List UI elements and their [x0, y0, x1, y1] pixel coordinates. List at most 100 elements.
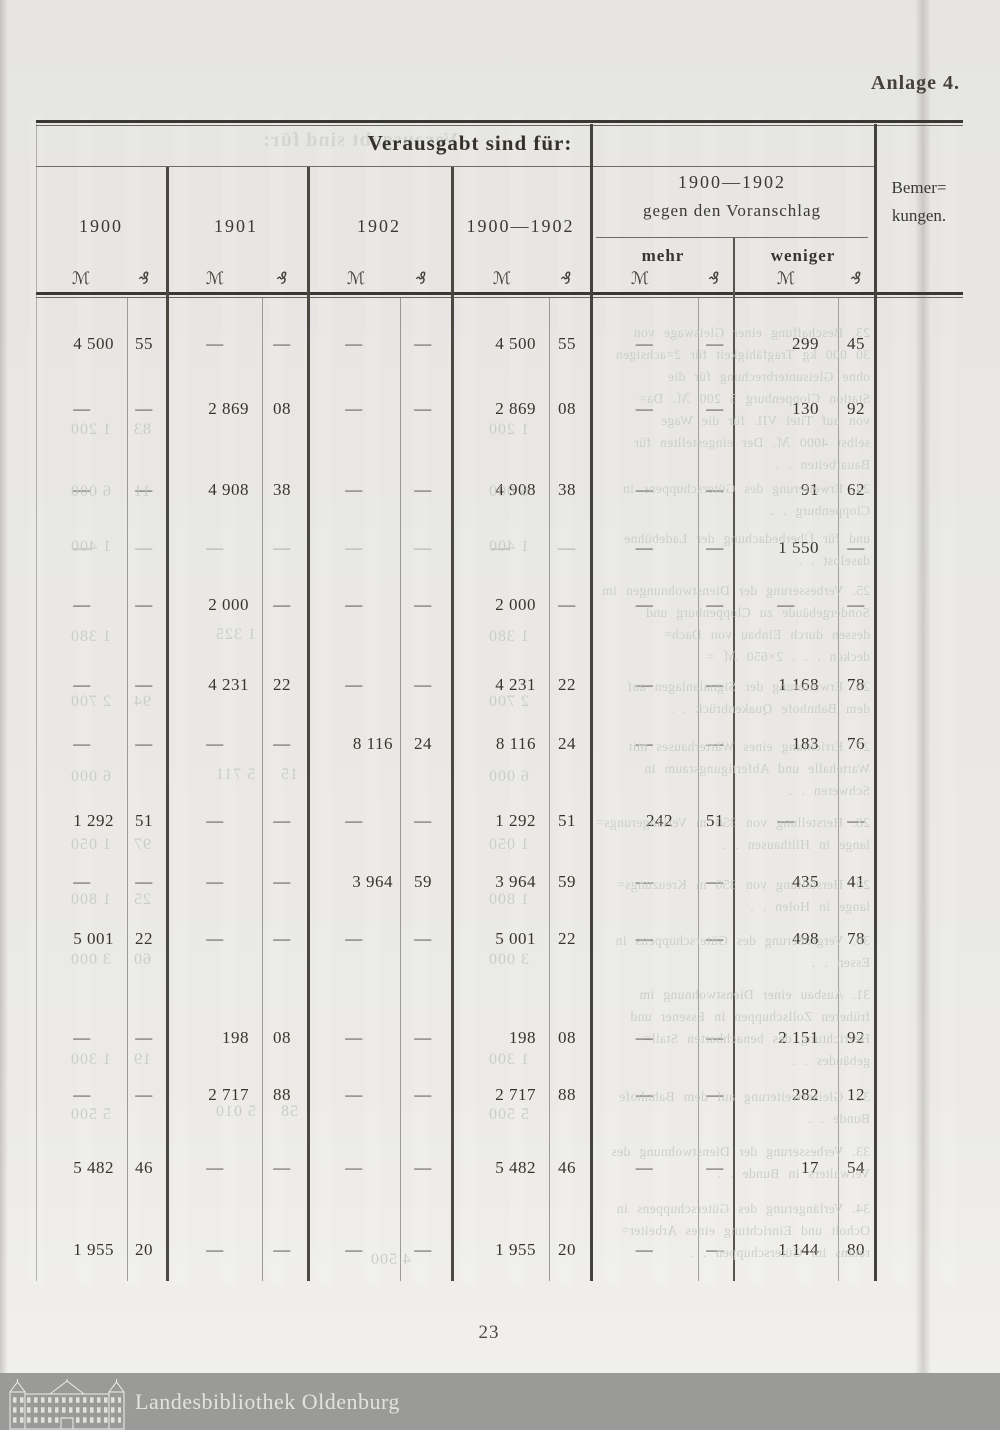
- amount-cell: 88: [558, 1085, 576, 1104]
- empty-cell-dash: —: [273, 595, 291, 614]
- empty-cell-dash: —: [635, 929, 654, 948]
- empty-cell-dash: —: [414, 675, 432, 694]
- amount-cell: 282: [792, 1085, 819, 1104]
- library-name: Landesbibliothek Oldenburg: [135, 1389, 400, 1414]
- column-divider: [307, 167, 310, 1281]
- amount-cell: 4 231: [495, 675, 536, 694]
- bleedthrough-number: 1 800: [488, 891, 529, 908]
- amount-cell: 5 001: [495, 929, 536, 948]
- column-divider: [127, 298, 128, 1281]
- amount-cell: 55: [135, 334, 153, 353]
- column-divider: [590, 124, 593, 1281]
- empty-cell-dash: —: [345, 1240, 363, 1259]
- empty-cell-dash: —: [73, 872, 91, 891]
- amount-cell: 130: [792, 399, 819, 418]
- amount-cell: 08: [558, 399, 576, 418]
- mark-symbol: ℳ: [205, 269, 225, 289]
- empty-cell-dash: —: [706, 929, 724, 948]
- bleedthrough-paragraph: 33. Verbesserung der Dienstwohnung des Ve…: [592, 1141, 870, 1185]
- page-left-edge-shadow: [0, 0, 8, 1373]
- empty-cell-dash: —: [273, 538, 291, 557]
- amount-cell: 2 717: [495, 1085, 536, 1104]
- bleedthrough-line: 28. Herstellung von 350 m Verlängerungs=: [595, 815, 870, 830]
- empty-cell-dash: —: [206, 872, 224, 891]
- bleedthrough-number: 11: [133, 483, 151, 500]
- empty-cell-dash: —: [135, 1085, 153, 1104]
- empty-cell-dash: —: [777, 595, 795, 614]
- column-divider: [166, 167, 169, 1281]
- empty-cell-dash: —: [135, 399, 153, 418]
- bleedthrough-number: 1 300: [488, 1051, 529, 1068]
- amount-cell: 20: [558, 1240, 576, 1259]
- empty-cell-dash: —: [706, 480, 724, 499]
- empty-cell-dash: —: [847, 595, 865, 614]
- amount-cell: 38: [558, 480, 576, 499]
- empty-cell-dash: —: [558, 538, 576, 557]
- empty-cell-dash: —: [558, 595, 576, 614]
- bleedthrough-number: 58: [280, 1103, 298, 1120]
- bleedthrough-number: 2 700: [70, 693, 111, 710]
- empty-cell-dash: —: [135, 734, 153, 753]
- amount-cell: 59: [414, 872, 432, 891]
- empty-cell-dash: —: [345, 929, 363, 948]
- column-divider: [36, 124, 37, 1281]
- empty-cell-dash: —: [345, 538, 363, 557]
- bleedthrough-line: Sondergebäude zu Cloppenburg und: [645, 605, 870, 620]
- amount-cell: 4 500: [73, 334, 114, 353]
- top-rule-heavy: [36, 120, 963, 123]
- empty-cell-dash: —: [635, 1085, 654, 1104]
- bleedthrough-number: 1 200: [70, 421, 111, 438]
- amount-cell: 1 292: [73, 811, 114, 830]
- amount-cell: 80: [847, 1240, 865, 1259]
- header-bottom-rule-thin: [36, 297, 963, 298]
- pfennig-symbol: ₰: [708, 269, 720, 289]
- bleedthrough-line: 24. Erweiterung des Güterschuppens in: [622, 481, 870, 496]
- bleedthrough-line: 25. Verbesserung der Dienstwohnungen im: [601, 583, 870, 598]
- col-header-bemerkungen-line2: kungen.: [891, 206, 947, 225]
- bleedthrough-number: 5 711: [215, 766, 256, 783]
- bleedthrough-line: Station Cloppenburg 5 200 ℳ. Da=: [638, 391, 870, 406]
- empty-cell-dash: —: [73, 1028, 91, 1047]
- empty-cell-dash: —: [706, 1028, 724, 1047]
- bleedthrough-line: raums im Güterschuppen . .: [690, 1245, 870, 1260]
- bleedthrough-line: gebäudes . .: [791, 1053, 870, 1068]
- bleedthrough-line: dessen durch Einbau von Dach=: [663, 627, 870, 642]
- bleedthrough-line: Ocholt und Einrichtung eines Arbeiter=: [620, 1223, 870, 1238]
- bleedthrough-line: Essen . .: [811, 955, 870, 970]
- amount-cell: 22: [273, 675, 291, 694]
- empty-cell-dash: —: [706, 872, 724, 891]
- amount-cell: 435: [792, 872, 819, 891]
- empty-cell-dash: —: [706, 1240, 724, 1259]
- amount-cell: 2 000: [208, 595, 249, 614]
- bleedthrough-number: 1 400: [488, 538, 529, 555]
- amount-cell: 22: [135, 929, 153, 948]
- empty-cell-dash: —: [414, 929, 432, 948]
- amount-cell: 17: [801, 1158, 819, 1177]
- bleedthrough-line: 23. Beschaffung einer Gleiswage von: [633, 325, 870, 340]
- column-divider: [698, 298, 699, 1281]
- empty-cell-dash: —: [345, 1158, 363, 1177]
- page-crease-shadow: [915, 0, 931, 1373]
- top-rule-thin: [36, 125, 963, 126]
- amount-cell: 51: [135, 811, 153, 830]
- empty-cell-dash: —: [345, 595, 363, 614]
- amount-cell: 54: [847, 1158, 865, 1177]
- empty-cell-dash: —: [635, 1028, 654, 1047]
- column-divider: [400, 298, 401, 1281]
- bleedthrough-number: 5 500: [488, 1106, 529, 1123]
- amount-cell: 46: [135, 1158, 153, 1177]
- amount-cell: 299: [792, 334, 819, 353]
- bleedthrough-line: 30 000 kg Tragfähigkeit für 2=achsigen: [615, 347, 870, 362]
- bleedthrough-number: 1 325: [215, 626, 256, 643]
- amount-cell: 3 964: [352, 872, 393, 891]
- empty-cell-dash: —: [635, 872, 654, 891]
- col-header-bemerkungen-line1: Bemer=: [891, 178, 947, 197]
- bleedthrough-number: 6 000: [70, 483, 111, 500]
- empty-cell-dash: —: [706, 1158, 724, 1177]
- empty-cell-dash: —: [635, 538, 654, 557]
- amount-cell: 5 482: [73, 1158, 114, 1177]
- empty-cell-dash: —: [635, 334, 654, 353]
- bleedthrough-line: 27. Errichtung eines Wärterhauses mit: [628, 739, 870, 754]
- bleedthrough-number: 60: [133, 951, 151, 968]
- empty-cell-dash: —: [635, 595, 654, 614]
